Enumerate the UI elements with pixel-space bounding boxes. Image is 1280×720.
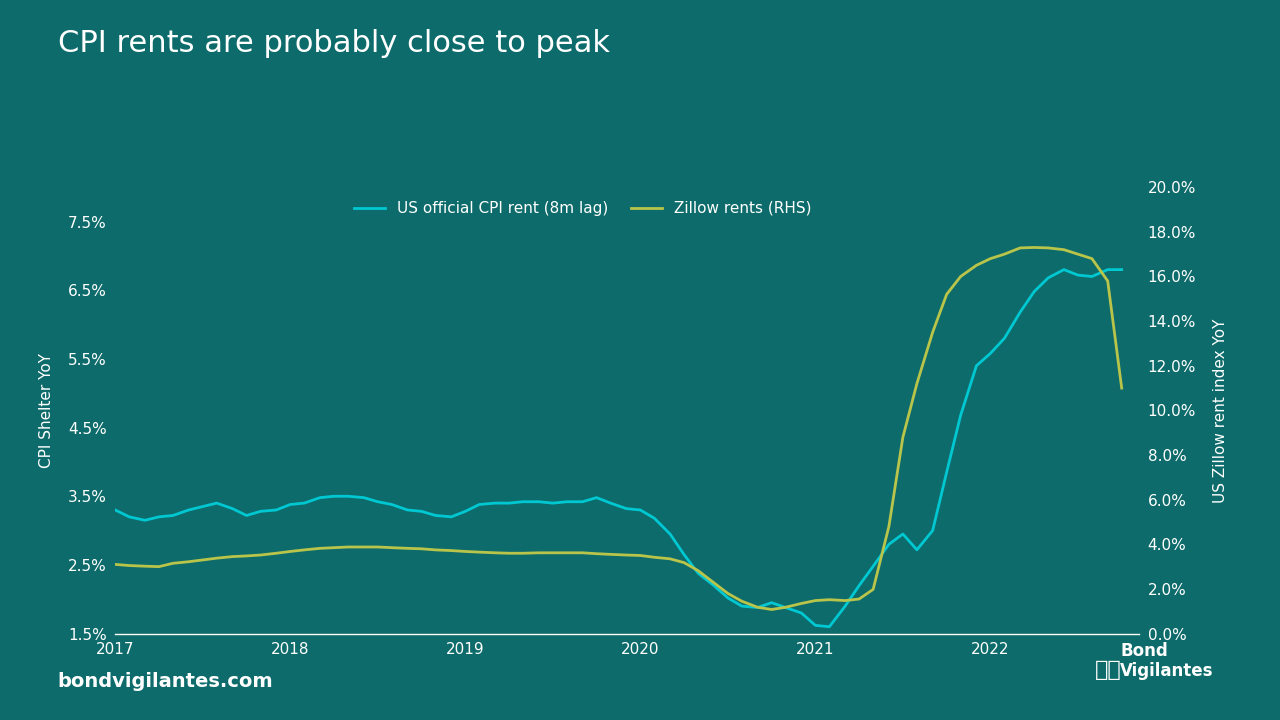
Y-axis label: US Zillow rent index YoY: US Zillow rent index YoY xyxy=(1212,318,1228,503)
Zillow rents (RHS) xyxy=(1114,384,1129,392)
Zillow rents (RHS) xyxy=(663,554,678,563)
Text: CPI rents are probably close to peak: CPI rents are probably close to peak xyxy=(58,29,609,58)
US official CPI rent (8m lag) xyxy=(413,507,429,516)
Y-axis label: CPI Shelter YoY: CPI Shelter YoY xyxy=(40,353,54,468)
US official CPI rent (8m lag) xyxy=(239,511,255,520)
US official CPI rent (8m lag) xyxy=(1056,265,1071,274)
US official CPI rent (8m lag) xyxy=(108,505,123,514)
US official CPI rent (8m lag) xyxy=(340,492,356,500)
Zillow rents (RHS) xyxy=(239,552,255,560)
Zillow rents (RHS) xyxy=(108,560,123,569)
Zillow rents (RHS) xyxy=(531,549,547,557)
Line: US official CPI rent (8m lag): US official CPI rent (8m lag) xyxy=(115,269,1121,626)
Text: Bond
Vigilantes: Bond Vigilantes xyxy=(1120,642,1213,680)
Text: 👥👥: 👥👥 xyxy=(1094,660,1121,680)
US official CPI rent (8m lag) xyxy=(1114,265,1129,274)
Line: Zillow rents (RHS): Zillow rents (RHS) xyxy=(115,248,1121,610)
US official CPI rent (8m lag) xyxy=(663,530,678,539)
US official CPI rent (8m lag) xyxy=(822,622,837,631)
Legend: US official CPI rent (8m lag), Zillow rents (RHS): US official CPI rent (8m lag), Zillow re… xyxy=(348,195,818,222)
Zillow rents (RHS) xyxy=(340,543,356,552)
Zillow rents (RHS) xyxy=(764,606,780,614)
Zillow rents (RHS) xyxy=(983,254,998,263)
US official CPI rent (8m lag) xyxy=(531,498,547,506)
Zillow rents (RHS) xyxy=(413,544,429,553)
Text: bondvigilantes.com: bondvigilantes.com xyxy=(58,672,273,691)
Zillow rents (RHS) xyxy=(1027,243,1042,252)
US official CPI rent (8m lag) xyxy=(983,349,998,358)
